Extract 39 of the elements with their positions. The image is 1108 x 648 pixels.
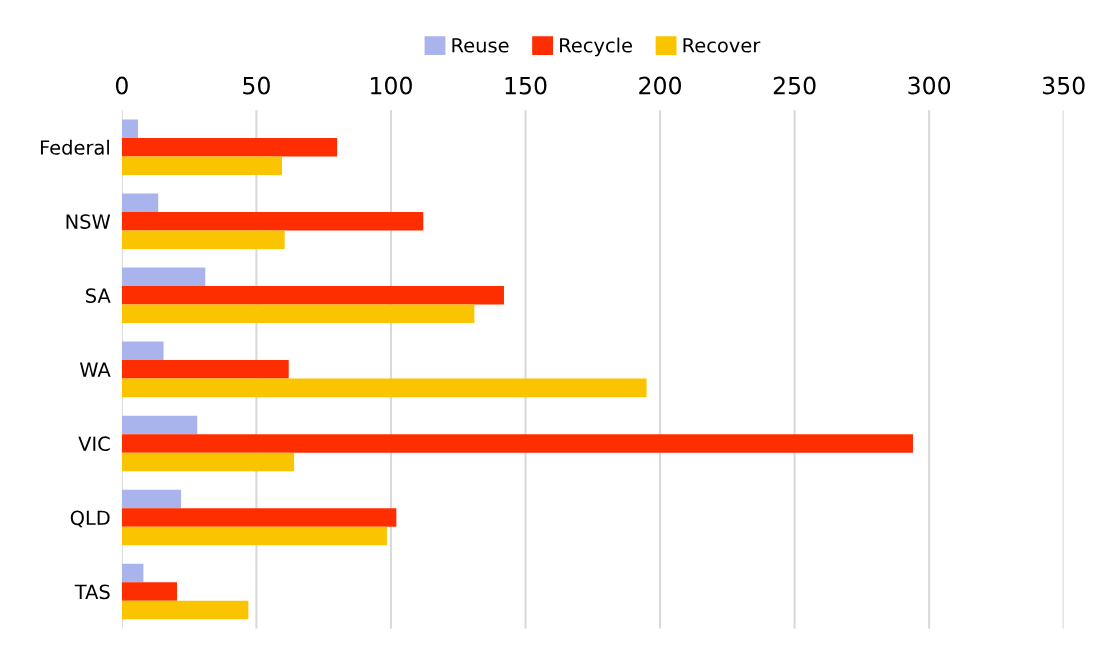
y-tick-label: Federal xyxy=(40,139,109,155)
bar xyxy=(121,489,182,509)
bar xyxy=(121,267,206,287)
bar xyxy=(121,563,144,583)
x-tick-label: 300 xyxy=(908,76,951,95)
y-tick-label: SA xyxy=(86,288,111,303)
legend-label: Recycle xyxy=(560,37,632,57)
bar xyxy=(121,304,475,324)
y-tick-label: TAS xyxy=(74,584,110,600)
x-tick-label: 200 xyxy=(639,76,682,95)
bar xyxy=(121,119,139,138)
bar xyxy=(121,508,397,527)
bar xyxy=(121,211,424,231)
bar xyxy=(121,341,164,361)
bar xyxy=(121,378,647,398)
bar xyxy=(121,137,338,157)
bar xyxy=(121,600,249,620)
x-tick-label: 150 xyxy=(505,76,547,95)
x-tick-label: 250 xyxy=(773,76,816,95)
legend-label: Reuse xyxy=(452,38,509,53)
bar xyxy=(121,434,913,453)
legend-label: Recover xyxy=(683,38,761,53)
bar xyxy=(121,415,198,435)
y-tick-label: VIC xyxy=(78,436,110,452)
x-tick-label: 350 xyxy=(1042,76,1085,95)
y-tick-label: QLD xyxy=(70,510,110,528)
bar xyxy=(121,452,295,472)
bar xyxy=(121,230,285,250)
y-tick-label: WA xyxy=(79,362,111,377)
bar xyxy=(121,286,504,305)
bar xyxy=(121,156,282,175)
y-tick-label: NSW xyxy=(66,214,111,229)
x-tick-label: 100 xyxy=(371,76,412,95)
bar xyxy=(121,360,289,379)
bar xyxy=(121,582,178,601)
bar xyxy=(121,526,387,546)
x-tick-label: 50 xyxy=(243,76,270,95)
bar xyxy=(121,193,159,212)
x-tick-label: 0 xyxy=(115,76,128,95)
